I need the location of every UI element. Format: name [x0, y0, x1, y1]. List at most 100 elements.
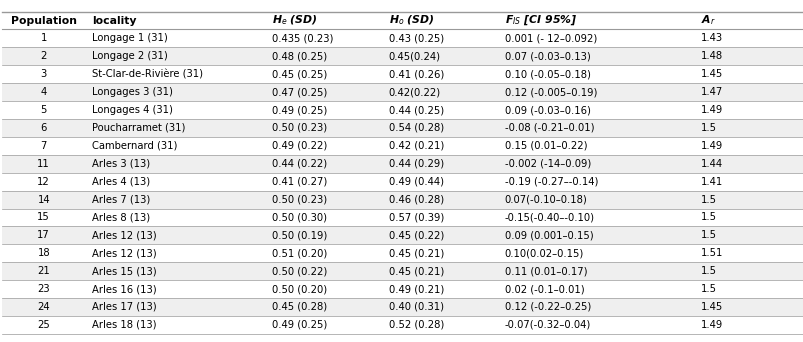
Text: 0.45 (0.25): 0.45 (0.25) — [272, 69, 328, 79]
Text: 6: 6 — [40, 123, 47, 133]
Bar — [2, 173, 801, 190]
Text: 14: 14 — [38, 195, 50, 205]
Text: 11: 11 — [37, 159, 50, 169]
Text: Arles 12 (13): Arles 12 (13) — [92, 231, 157, 240]
Bar — [2, 280, 801, 298]
Text: Longage 2 (31): Longage 2 (31) — [92, 51, 168, 61]
Text: -0.07(-0.32–0.04): -0.07(-0.32–0.04) — [504, 320, 590, 330]
Text: 0.44 (0.29): 0.44 (0.29) — [388, 159, 443, 169]
Text: F$_{IS}$ [CI 95%]: F$_{IS}$ [CI 95%] — [504, 14, 577, 27]
Text: 0.49 (0.22): 0.49 (0.22) — [272, 141, 328, 151]
Text: 0.41 (0.26): 0.41 (0.26) — [388, 69, 443, 79]
Text: 0.45 (0.21): 0.45 (0.21) — [388, 266, 443, 276]
Text: 1.45: 1.45 — [700, 69, 722, 79]
Bar — [2, 226, 801, 244]
Text: 0.49 (0.44): 0.49 (0.44) — [388, 177, 443, 187]
Text: 0.09 (-0.03–0.16): 0.09 (-0.03–0.16) — [504, 105, 590, 115]
Text: Longages 4 (31): Longages 4 (31) — [92, 105, 173, 115]
Text: 0.40 (0.31): 0.40 (0.31) — [388, 302, 443, 312]
Text: locality: locality — [92, 15, 137, 26]
Text: Arles 3 (13): Arles 3 (13) — [92, 159, 150, 169]
Text: 1.5: 1.5 — [700, 123, 716, 133]
Text: -0.002 (-14–0.09): -0.002 (-14–0.09) — [504, 159, 590, 169]
Text: -0.08 (-0.21–0.01): -0.08 (-0.21–0.01) — [504, 123, 593, 133]
Text: 0.48 (0.25): 0.48 (0.25) — [272, 51, 327, 61]
Text: 0.45 (0.22): 0.45 (0.22) — [388, 231, 443, 240]
Text: Arles 7 (13): Arles 7 (13) — [92, 195, 150, 205]
Text: H$_o$ (SD): H$_o$ (SD) — [388, 14, 434, 27]
Text: 0.07(-0.10–0.18): 0.07(-0.10–0.18) — [504, 195, 587, 205]
Text: 4: 4 — [40, 87, 47, 97]
Text: 15: 15 — [37, 212, 50, 222]
Bar — [2, 65, 801, 83]
Text: 0.11 (0.01–0.17): 0.11 (0.01–0.17) — [504, 266, 586, 276]
Text: -0.15(-0.40–-0.10): -0.15(-0.40–-0.10) — [504, 212, 594, 222]
Text: Longage 1 (31): Longage 1 (31) — [92, 34, 168, 43]
Bar — [2, 137, 801, 155]
Text: 0.52 (0.28): 0.52 (0.28) — [388, 320, 443, 330]
Text: 0.50 (0.19): 0.50 (0.19) — [272, 231, 328, 240]
Text: 2: 2 — [40, 51, 47, 61]
Text: 1.48: 1.48 — [700, 51, 722, 61]
Text: 25: 25 — [37, 320, 50, 330]
Bar — [2, 83, 801, 101]
Text: 0.435 (0.23): 0.435 (0.23) — [272, 34, 333, 43]
Text: 0.49 (0.25): 0.49 (0.25) — [272, 105, 328, 115]
Text: A$_r$: A$_r$ — [700, 14, 715, 27]
Text: 24: 24 — [38, 302, 50, 312]
Text: 0.10 (-0.05–0.18): 0.10 (-0.05–0.18) — [504, 69, 590, 79]
Text: 1.5: 1.5 — [700, 266, 716, 276]
Text: 0.49 (0.25): 0.49 (0.25) — [272, 320, 328, 330]
Text: 17: 17 — [37, 231, 50, 240]
Text: -0.19 (-0.27–-0.14): -0.19 (-0.27–-0.14) — [504, 177, 597, 187]
Text: 0.41 (0.27): 0.41 (0.27) — [272, 177, 328, 187]
Text: 5: 5 — [40, 105, 47, 115]
Text: Cambernard (31): Cambernard (31) — [92, 141, 177, 151]
Text: 1.51: 1.51 — [700, 248, 723, 258]
Text: 7: 7 — [40, 141, 47, 151]
Text: 0.42 (0.21): 0.42 (0.21) — [388, 141, 443, 151]
Text: 0.51 (0.20): 0.51 (0.20) — [272, 248, 328, 258]
Text: 0.57 (0.39): 0.57 (0.39) — [388, 212, 443, 222]
Bar — [2, 119, 801, 137]
Bar — [2, 12, 801, 29]
Text: 0.50 (0.23): 0.50 (0.23) — [272, 195, 327, 205]
Text: 1.49: 1.49 — [700, 320, 722, 330]
Text: 0.50 (0.30): 0.50 (0.30) — [272, 212, 327, 222]
Text: Arles 15 (13): Arles 15 (13) — [92, 266, 157, 276]
Text: 0.12 (-0.005–0.19): 0.12 (-0.005–0.19) — [504, 87, 597, 97]
Bar — [2, 316, 801, 334]
Text: Arles 17 (13): Arles 17 (13) — [92, 302, 157, 312]
Text: 0.12 (-0.22–0.25): 0.12 (-0.22–0.25) — [504, 302, 590, 312]
Text: H$_e$ (SD): H$_e$ (SD) — [272, 14, 318, 27]
Text: Arles 12 (13): Arles 12 (13) — [92, 248, 157, 258]
Bar — [2, 155, 801, 173]
Text: 0.15 (0.01–0.22): 0.15 (0.01–0.22) — [504, 141, 586, 151]
Text: 0.42(0.22): 0.42(0.22) — [388, 87, 440, 97]
Text: 0.44 (0.25): 0.44 (0.25) — [388, 105, 443, 115]
Text: 1.49: 1.49 — [700, 141, 722, 151]
Text: Arles 16 (13): Arles 16 (13) — [92, 284, 157, 294]
Text: 0.45 (0.21): 0.45 (0.21) — [388, 248, 443, 258]
Bar — [2, 190, 801, 209]
Bar — [2, 29, 801, 48]
Text: 1.43: 1.43 — [700, 34, 722, 43]
Bar — [2, 101, 801, 119]
Text: 0.09 (0.001–0.15): 0.09 (0.001–0.15) — [504, 231, 593, 240]
Text: 0.46 (0.28): 0.46 (0.28) — [388, 195, 443, 205]
Text: 0.02 (-0.1–0.01): 0.02 (-0.1–0.01) — [504, 284, 584, 294]
Text: Arles 4 (13): Arles 4 (13) — [92, 177, 150, 187]
Text: Population: Population — [10, 15, 76, 26]
Text: 0.49 (0.21): 0.49 (0.21) — [388, 284, 443, 294]
Text: Longages 3 (31): Longages 3 (31) — [92, 87, 173, 97]
Text: 1.5: 1.5 — [700, 231, 716, 240]
Text: 0.44 (0.22): 0.44 (0.22) — [272, 159, 327, 169]
Text: 1.41: 1.41 — [700, 177, 722, 187]
Text: 0.45(0.24): 0.45(0.24) — [388, 51, 440, 61]
Text: 18: 18 — [38, 248, 50, 258]
Text: 1.44: 1.44 — [700, 159, 722, 169]
Bar — [2, 262, 801, 280]
Text: 1: 1 — [40, 34, 47, 43]
Text: 0.47 (0.25): 0.47 (0.25) — [272, 87, 328, 97]
Text: 0.10(0.02–0.15): 0.10(0.02–0.15) — [504, 248, 583, 258]
